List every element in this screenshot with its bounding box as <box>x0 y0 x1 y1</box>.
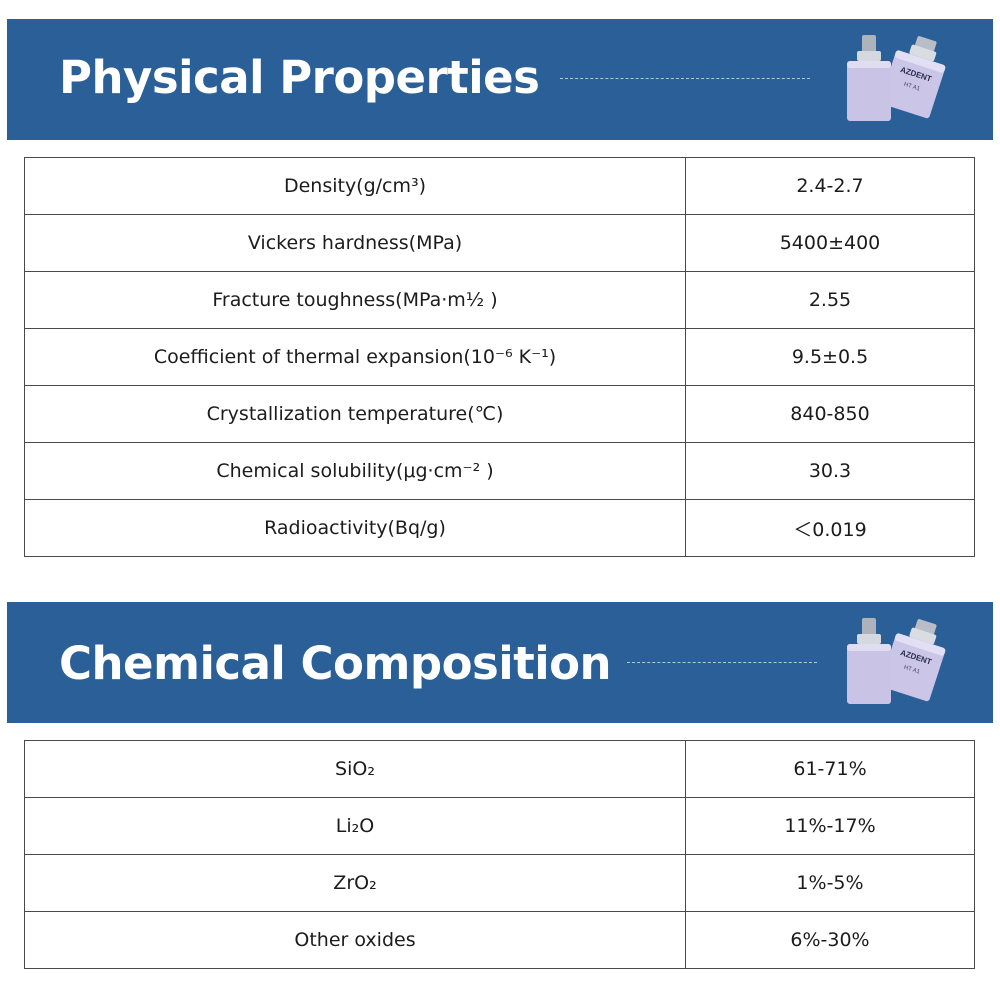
chemical-composition-table: SiO₂ 61-71% Li₂O 11%-17% ZrO₂ 1%-5% Othe… <box>24 740 975 969</box>
table-row: Other oxides 6%-30% <box>24 911 975 969</box>
table-row: Fracture toughness(MPa·m½ ) 2.55 <box>24 271 975 329</box>
component-label: Other oxides <box>24 911 686 969</box>
property-label: Density(g/cm³) <box>24 157 686 215</box>
chemical-composition-title: Chemical Composition <box>59 637 612 690</box>
component-label: ZrO₂ <box>24 854 686 912</box>
property-value: ＜0.019 <box>685 499 975 557</box>
ceramic-block-image: AZDENT HT A1 <box>847 618 946 704</box>
table-row: Vickers hardness(MPa) 5400±400 <box>24 214 975 272</box>
table-row: ZrO₂ 1%-5% <box>24 854 975 912</box>
component-label: SiO₂ <box>24 740 686 798</box>
property-value: 2.55 <box>685 271 975 329</box>
property-label: Crystallization temperature(℃) <box>24 385 686 443</box>
property-label: Radioactivity(Bq/g) <box>24 499 686 557</box>
property-label: Coefficient of thermal expansion(10⁻⁶ K⁻… <box>24 328 686 386</box>
table-row: Density(g/cm³) 2.4-2.7 <box>24 157 975 215</box>
property-label: Vickers hardness(MPa) <box>24 214 686 272</box>
table-row: Chemical solubility(μg·cm⁻² ) 30.3 <box>24 442 975 500</box>
component-value: 6%-30% <box>685 911 975 969</box>
property-value: 30.3 <box>685 442 975 500</box>
component-value: 11%-17% <box>685 797 975 855</box>
table-row: Coefficient of thermal expansion(10⁻⁶ K⁻… <box>24 328 975 386</box>
banner-divider-line <box>560 78 810 79</box>
table-row: Radioactivity(Bq/g) ＜0.019 <box>24 499 975 557</box>
physical-properties-table: Density(g/cm³) 2.4-2.7 Vickers hardness(… <box>24 157 975 557</box>
physical-properties-banner: Physical Properties AZDENT HT A1 <box>7 19 993 140</box>
product-shade-text: HT A1 <box>903 665 921 676</box>
physical-properties-title: Physical Properties <box>59 51 540 104</box>
property-label: Fracture toughness(MPa·m½ ) <box>24 271 686 329</box>
property-value: 840-850 <box>685 385 975 443</box>
component-label: Li₂O <box>24 797 686 855</box>
product-shade-text: HT A1 <box>903 82 921 93</box>
property-value: 9.5±0.5 <box>685 328 975 386</box>
chemical-composition-banner: Chemical Composition AZDENT HT A1 <box>7 602 993 723</box>
banner-divider-line <box>627 662 817 663</box>
component-value: 61-71% <box>685 740 975 798</box>
property-value: 5400±400 <box>685 214 975 272</box>
component-value: 1%-5% <box>685 854 975 912</box>
property-label: Chemical solubility(μg·cm⁻² ) <box>24 442 686 500</box>
table-row: SiO₂ 61-71% <box>24 740 975 798</box>
table-row: Crystallization temperature(℃) 840-850 <box>24 385 975 443</box>
property-value: 2.4-2.7 <box>685 157 975 215</box>
ceramic-block-image: AZDENT HT A1 <box>847 35 946 121</box>
table-row: Li₂O 11%-17% <box>24 797 975 855</box>
